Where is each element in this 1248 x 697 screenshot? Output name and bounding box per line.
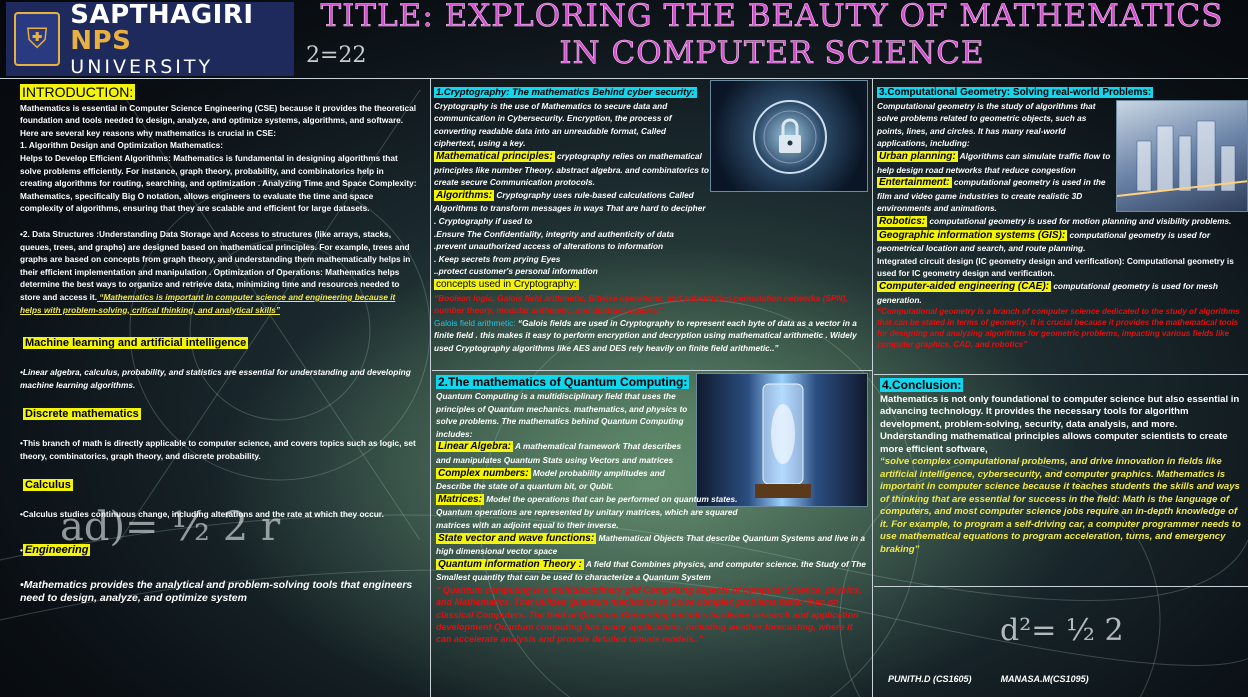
eng-text: •Mathematics provides the analytical and… [20,579,413,605]
crypto-p1: Cryptography is the use of Mathematics t… [434,100,672,149]
intro-quote: “Mathematics is important in computer sc… [20,291,396,315]
crypto-concepts-label: concepts used in Cryptography: [434,278,579,290]
quantum-heading: 2.The mathematics of Quantum Computing: [436,375,690,389]
crypto-heading: 1.Cryptography: The mathematics Behind c… [434,87,697,98]
calc-heading: Calculus [23,479,73,492]
logo-name: SAPTHAGIRI [70,0,254,30]
logo-university: UNIVERSITY [70,55,214,78]
crypto-section: 1.Cryptography: The mathematics Behind c… [434,86,870,368]
quantum-cn-text: Model probability amplitudes and Describ… [436,467,665,492]
dm-text: •This branch of math is directly applica… [20,438,416,461]
intro-p4: •2. Data Structures :Understanding Data … [20,228,418,316]
divider-v1 [430,78,431,697]
intro-p4-text: •2. Data Structures :Understanding Data … [20,228,411,302]
ml-heading: Machine learning and artificial intellig… [23,337,249,350]
intro-heading: INTRODUCTION: [20,84,136,100]
geometry-quote: “Computational geometry is a branch of c… [877,307,1240,350]
quantum-qit-label: Quantum information Theory : [436,558,584,570]
city-geometry-image [1116,100,1248,212]
geo-urban-text: Algorithms can simulate traffic flow to … [877,150,1111,175]
quantum-p1: Quantum Computing is a multidisciplinary… [436,391,688,439]
geo-icd-text: Integrated circuit design (IC geometry d… [877,255,1234,279]
cybersecurity-lock-image [710,80,868,192]
intro-p1: Mathematics is essential in Computer Sci… [20,102,417,138]
geo-urban-label: Urban planning: [877,150,958,162]
crypto-list-1: . Cryptography if used to [434,215,533,226]
quantum-sv-text: Mathematical Objects That describe Quant… [436,532,865,557]
divider-h-right2 [874,586,1248,587]
crypto-concepts-text: “Boolean logic, Galois field arithmetic,… [434,292,848,316]
quantum-mx-label: Matrices: [436,493,484,505]
ml-text: •Linear algebra, calculus, probability, … [20,367,411,390]
geo-cae-text: computational geometry is used for mesh … [877,280,1218,305]
conclusion-heading: 4.Conclusion: [880,378,964,392]
quantum-cn-label: Complex numbers: [436,467,531,479]
quantum-computer-image [696,373,868,507]
authors: PUNITH.D (CS1605) MANASA.M(CS1095) [888,673,1228,689]
crest-icon: ⛨ [14,12,61,66]
divider-h-mid [432,370,872,371]
crypto-list-2: .Ensure The Confidentiality, integrity a… [434,228,674,239]
bg-equation-right: d²= ½ 2 [1000,613,1124,648]
divider-h-top [0,78,1248,79]
geo-robotics-label: Robotics: [877,215,928,227]
geo-gis-text: computational geometry is used for geome… [877,229,1211,254]
conclusion-quote: “solve complex computational problems, a… [880,456,1241,555]
eng-heading: Engineering [22,544,91,557]
intro-section: INTRODUCTION: Mathematics is essential i… [20,84,418,684]
author-1: PUNITH.D (CS1605) [888,674,972,684]
intro-p3: Helps to Develop Efficient Algorithms: M… [20,152,417,214]
conclusion-section: 4.Conclusion: Mathematics is not only fo… [880,378,1242,584]
quantum-quote: “ Quantum computing is a multidisciplina… [436,584,862,645]
crypto-alg-text: Cryptography uses rule-based calculation… [434,189,706,214]
quantum-la-text: A mathematical framework That describes … [436,441,682,465]
geometry-heading: 3.Computational Geometry: Solving real-w… [877,87,1154,98]
quantum-qit-text: A field that Combines physics, and compu… [436,558,866,583]
intro-p2: 1. Algorithm Design and Optimization Mat… [20,140,223,151]
crypto-mp-text: cryptography relies on mathematical prin… [434,150,709,188]
eng-bullet: • [20,545,23,556]
geo-ent-label: Entertainment: [877,177,952,189]
geo-cae-label: Computer-aided engineering (CAE): [877,280,1052,292]
dm-heading: Discrete mathematics [23,408,141,421]
crypto-galois-label: Galois field arithmetic: [434,317,516,328]
geometry-p1: Computational geometry is the study of a… [877,100,1096,149]
calc-text: •Calculus studies continuous change, inc… [20,509,384,520]
quantum-section: 2.The mathematics of Quantum Computing: … [436,375,870,690]
crypto-list-3: .prevent unauthorized access of alterati… [434,241,664,252]
geometry-section: 3.Computational Geometry: Solving real-w… [877,86,1243,372]
crypto-galois-text: “Galois fields are used in Cryptography … [434,317,857,353]
poster-title: Title: Exploring the Beauty of Mathemati… [320,0,1224,71]
geo-ent-text: computational geometry is used in the fi… [877,177,1106,214]
geo-gis-label: Geographic information systems (GIS): [877,229,1068,241]
crypto-list-5: ..protect customer's personal informatio… [434,266,598,277]
conclusion-p1: Mathematics is not only foundational to … [880,393,1240,455]
crypto-mp-label: Mathematical principles: [434,150,555,162]
quantum-sv-label: State vector and wave functions: [436,532,597,544]
quantum-la-label: Linear Algebra: [436,441,513,453]
logo-nps: NPS [70,25,132,56]
university-logo: ⛨ SAPTHAGIRI NPS UNIVERSITY [6,2,294,76]
divider-h-right [874,374,1248,375]
author-2: MANASA.M(CS1095) [1000,674,1089,684]
divider-v2 [872,78,873,697]
quantum-mx-text: Model the operations that can be perform… [436,493,738,530]
crypto-list-4: . Keep secrets from prying Eyes [434,253,561,264]
geo-robotics-text: computational geometry is used for motio… [927,215,1232,226]
crypto-alg-label: Algorithms: [434,189,495,201]
